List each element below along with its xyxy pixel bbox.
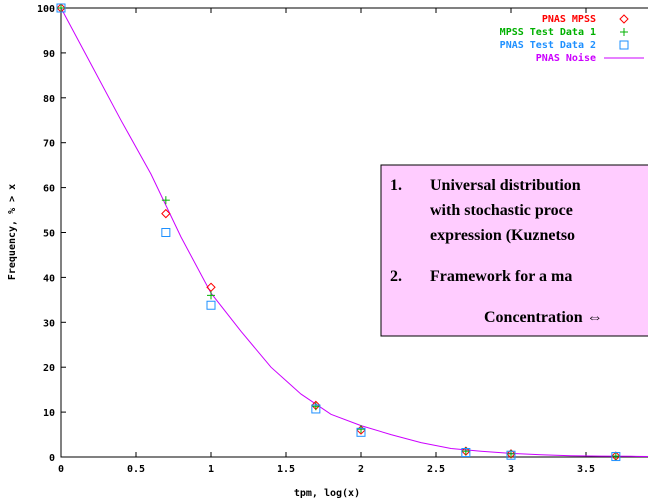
data-point-square xyxy=(56,3,66,13)
y-axis-ticks: 0 10 20 30 40 50 60 70 80 90 100 xyxy=(37,4,66,464)
data-point-diamond xyxy=(161,208,171,219)
x-tick-label: 2.5 xyxy=(427,464,445,475)
y-tick-label: 60 xyxy=(43,184,55,195)
y-tick-label: 10 xyxy=(43,408,55,419)
data-point-square xyxy=(311,404,321,414)
legend-marker-diamond xyxy=(619,14,629,24)
legend-marker-plus xyxy=(620,28,628,36)
callout-item3-line1: Concentration ⇔ xyxy=(484,309,603,326)
y-tick-label: 30 xyxy=(43,318,55,329)
callout-item1-line2: with stochastic proce xyxy=(430,202,573,219)
y-tick-label: 20 xyxy=(43,363,55,374)
callout-item2-number: 2. xyxy=(390,268,402,285)
legend-label-pnas-noise: PNAS Noise xyxy=(536,52,596,64)
data-point-square xyxy=(161,228,171,237)
legend-label-pnas-test-data-2: PNAS Test Data 2 xyxy=(500,40,596,51)
y-tick-label: 40 xyxy=(43,273,55,284)
legend-label-mpss-test-data-1: MPSS Test Data 1 xyxy=(500,27,596,38)
y-tick-label: 70 xyxy=(43,139,55,150)
callout-item1-line1: Universal distribution xyxy=(430,177,581,194)
x-tick-label: 3.5 xyxy=(577,464,595,475)
legend-label-pnas-mpss: PNAS MPSS xyxy=(542,14,596,25)
y-axis-title: Frequency, % > x xyxy=(7,184,18,280)
callout-box: 1. Universal distribution with stochasti… xyxy=(380,164,648,337)
data-point-square xyxy=(206,300,216,310)
callout-item1-line3: expression (Kuznetso xyxy=(430,227,575,244)
series-layer xyxy=(56,3,648,462)
data-point-plus xyxy=(161,196,170,205)
callout-item1-number: 1. xyxy=(390,177,402,194)
data-point-plus xyxy=(311,402,320,411)
x-tick-label: 1 xyxy=(208,464,214,475)
data-point-diamond xyxy=(206,282,216,292)
x-tick-label: 2 xyxy=(358,464,364,475)
callout-item2-line1: Framework for a ma xyxy=(430,268,572,285)
plot-area-frame xyxy=(60,7,648,458)
data-point-plus xyxy=(207,291,215,300)
y-tick-label: 100 xyxy=(37,4,55,15)
x-tick-label: 3 xyxy=(508,464,514,475)
data-point-plus xyxy=(611,452,620,461)
x-axis-title: tpm, log(x) xyxy=(294,488,360,499)
x-tick-label: 0 xyxy=(58,464,64,475)
y-tick-label: 50 xyxy=(43,229,55,240)
x-tick-label: 0.5 xyxy=(127,464,145,475)
x-tick-label: 1.5 xyxy=(277,464,295,475)
y-tick-label: 80 xyxy=(43,94,55,105)
data-point-plus xyxy=(357,425,365,434)
callout-background xyxy=(380,164,648,337)
y-tick-label: 0 xyxy=(49,453,55,464)
data-point-square xyxy=(506,450,516,460)
y-tick-label: 90 xyxy=(43,49,55,60)
legend: PNAS MPSS MPSS Test Data 1 PNAS Test Dat… xyxy=(500,14,644,64)
data-point-square xyxy=(611,452,621,462)
data-point-plus xyxy=(57,4,65,12)
data-point-square xyxy=(356,427,366,437)
x-axis-ticks: 0 0.5 1 1.5 2 2.5 3 3.5 xyxy=(58,8,595,475)
data-point-square xyxy=(461,448,471,458)
legend-marker-square xyxy=(619,40,629,50)
